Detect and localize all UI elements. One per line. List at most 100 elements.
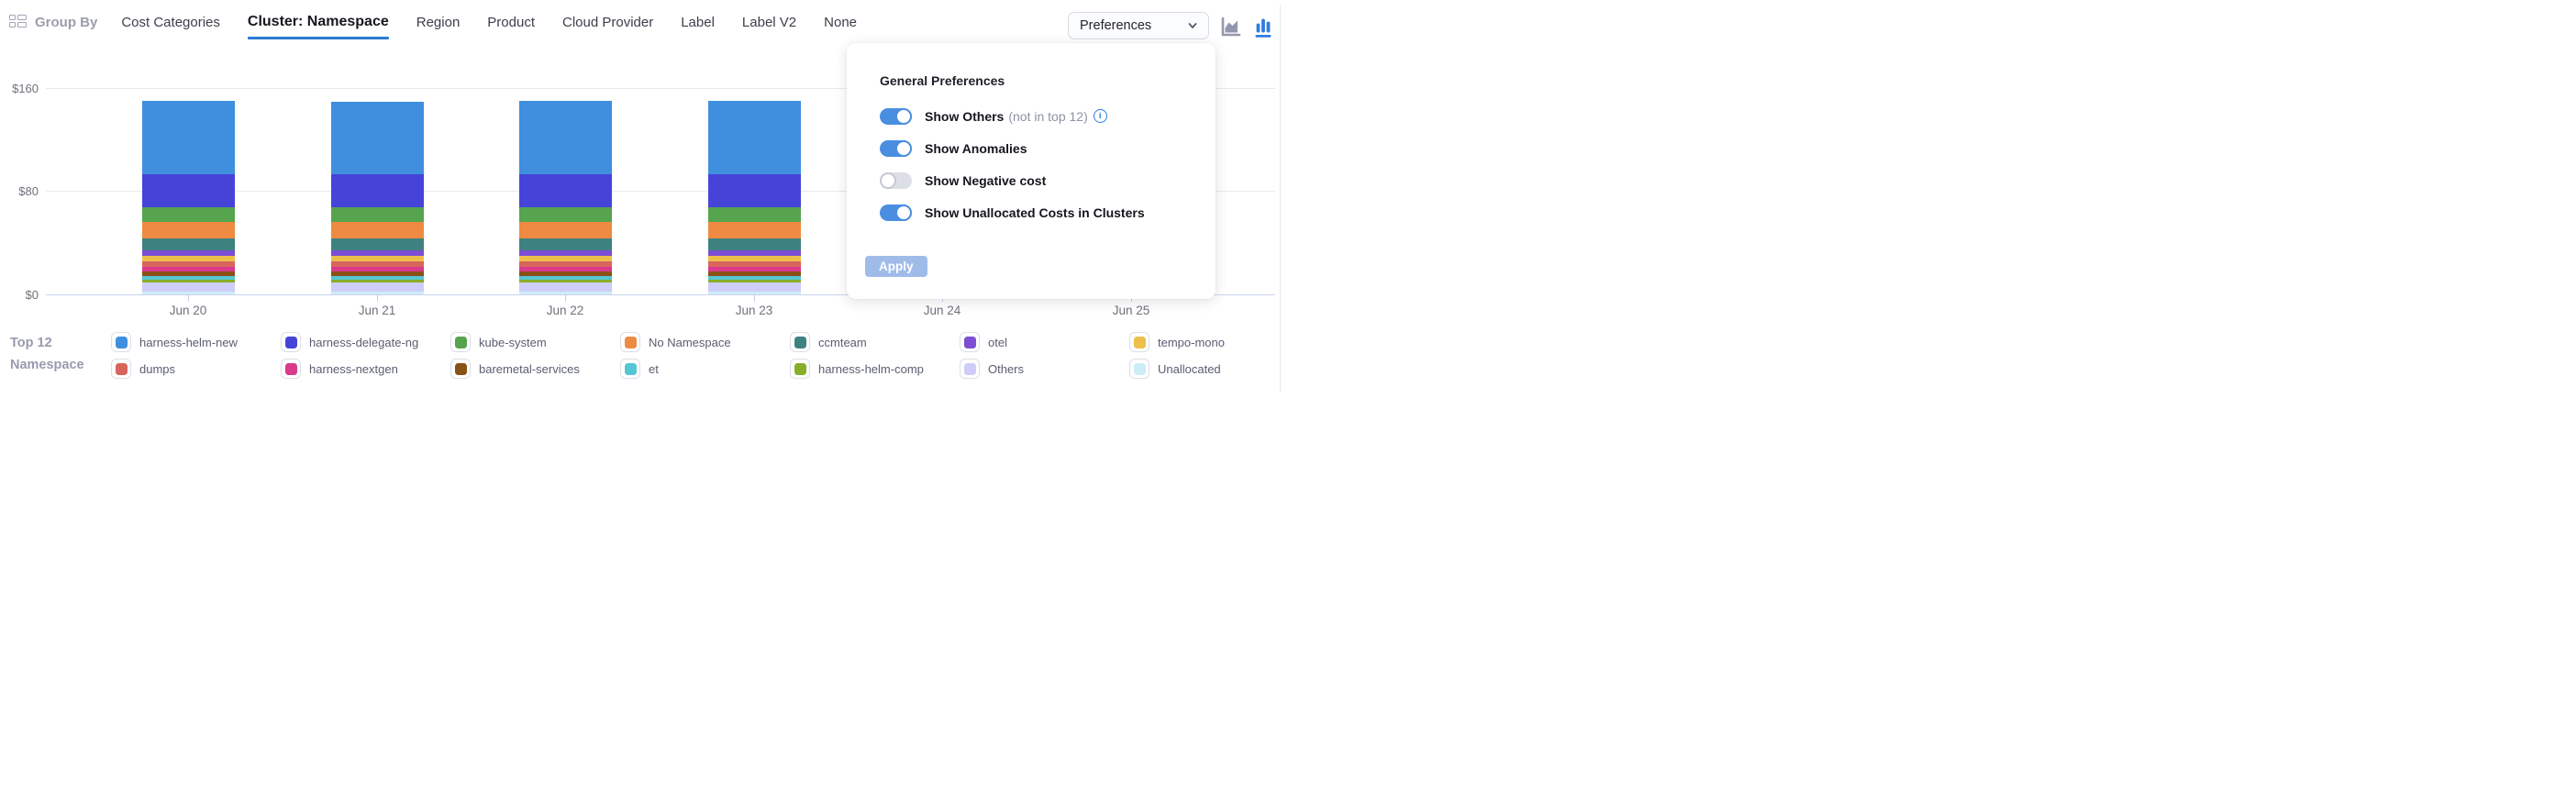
legend-item-dumps[interactable]: dumps (111, 359, 281, 379)
legend-label: Others (988, 361, 1025, 376)
preferences-panel-title: General Preferences (880, 73, 1005, 88)
legend-color-chip (620, 332, 640, 352)
legend-color-chip (1129, 359, 1149, 379)
bar-segment-otel (518, 250, 612, 257)
bar-segment-baremetal-services (141, 271, 235, 277)
tab-cluster-namespace[interactable]: Cluster: Namespace (247, 14, 389, 39)
legend-color-chip (281, 332, 301, 352)
tab-region[interactable]: Region (416, 14, 461, 30)
group-by-tabs: Cost Categories Cluster: Namespace Region P… (121, 14, 857, 39)
y-tick-label: $80 (18, 184, 39, 198)
preferences-dropdown-label: Preferences (1080, 18, 1152, 33)
bar-segment-ccmteam (518, 238, 612, 251)
legend-item-others[interactable]: Others (960, 359, 1129, 379)
bar-segment-harness-nextgen (141, 266, 235, 272)
info-icon[interactable]: i (1093, 109, 1107, 123)
legend-item-ccmteam[interactable]: ccmteam (790, 332, 960, 352)
toggle-label-suffix: (not in top 12) (1008, 108, 1088, 124)
tab-cloud-provider[interactable]: Cloud Provider (562, 14, 654, 30)
bar-segment-harness-helm-comp (330, 280, 424, 283)
tab-product[interactable]: Product (487, 14, 535, 30)
bar-segment-et (707, 276, 801, 281)
legend-item-baremetal-services[interactable]: baremetal-services (450, 359, 620, 379)
tab-label-v2[interactable]: Label V2 (741, 14, 797, 30)
bar-segment-unallocated (707, 291, 801, 294)
bar-segment-harness-helm-comp (518, 280, 612, 283)
tab-cost-categories[interactable]: Cost Categories (121, 14, 220, 30)
toggle-knob (895, 204, 912, 221)
bar-segment-kube-system (330, 206, 424, 223)
x-tick-label-jun-21: Jun 21 (358, 304, 396, 317)
legend-item-harness-helm-comp[interactable]: harness-helm-comp (790, 359, 960, 379)
bar-segment-tempo-mono (141, 256, 235, 262)
group-by-label-container: Group By (9, 15, 97, 30)
tab-none[interactable]: None (824, 14, 857, 30)
show-unallocated-costs-in-clusters-toggle[interactable] (880, 204, 912, 221)
bar-segment-harness-nextgen (518, 266, 612, 272)
bar-segment-et (141, 276, 235, 281)
legend-color-chip (1129, 332, 1149, 352)
legend-title-line2: Namespace (10, 358, 84, 372)
bar-segment-harness-delegate-ng (330, 174, 424, 207)
toggle-knob (895, 139, 912, 157)
legend-label: harness-helm-new (139, 335, 238, 349)
chart-type-switcher (1220, 16, 1274, 39)
legend-color-chip (620, 359, 640, 379)
bar-segment-kube-system (141, 206, 235, 223)
preferences-dropdown-button[interactable]: Preferences (1068, 12, 1209, 39)
legend-color-chip (281, 359, 301, 379)
legend-item-tempo-mono[interactable]: tempo-mono (1129, 332, 1299, 352)
bar-segment-no-namespace (330, 222, 424, 239)
bar-segment-harness-delegate-ng (141, 174, 235, 207)
legend-label: otel (988, 335, 1007, 349)
legend-label: Unallocated (1158, 361, 1221, 376)
legend-color-chip (960, 332, 980, 352)
legend-item-unallocated[interactable]: Unallocated (1129, 359, 1299, 379)
legend-item-kube-system[interactable]: kube-system (450, 332, 620, 352)
legend-item-harness-nextgen[interactable]: harness-nextgen (281, 359, 450, 379)
toggle-label: Show Negative cost (925, 172, 1047, 188)
legend-label: harness-helm-comp (818, 361, 924, 376)
bar-segment-otel (330, 250, 424, 257)
legend-item-otel[interactable]: otel (960, 332, 1129, 352)
apply-button[interactable]: Apply (865, 256, 927, 277)
x-tick-label-jun-23: Jun 23 (735, 304, 773, 317)
stacked-bar-chart (0, 88, 1288, 294)
show-others-toggle[interactable] (880, 107, 912, 125)
group-by-grid-icon (9, 15, 27, 29)
preferences-panel: General Preferences Show Others (not in t… (847, 43, 1216, 299)
tab-label[interactable]: Label (681, 14, 715, 30)
legend-color-chip (450, 332, 471, 352)
bar-segment-dumps (707, 261, 801, 267)
show-negative-cost-toggle[interactable] (880, 171, 912, 189)
legend-item-harness-helm-new[interactable]: harness-helm-new (111, 332, 281, 352)
legend-label: et (649, 361, 659, 376)
bar-segment-others (330, 282, 424, 292)
bar-segment-ccmteam (330, 238, 424, 251)
legend-item-harness-delegate-ng[interactable]: harness-delegate-ng (281, 332, 450, 352)
area-chart-icon[interactable] (1220, 16, 1242, 39)
bar-jun-23 (707, 101, 801, 294)
bar-segment-no-namespace (707, 222, 801, 239)
chevron-down-icon (1188, 23, 1197, 28)
preferences-toggle-list: Show Others (not in top 12) i Show Anomalie… (880, 100, 1216, 228)
bar-segment-dumps (330, 261, 424, 267)
legend-item-no-namespace[interactable]: No Namespace (620, 332, 790, 352)
bar-segment-baremetal-services (707, 271, 801, 277)
bar-chart-icon[interactable] (1252, 16, 1274, 39)
bar-segment-unallocated (518, 291, 612, 294)
legend-label: harness-nextgen (309, 361, 398, 376)
bar-segment-others (518, 282, 612, 292)
preference-row-show-others: Show Others (not in top 12) i (880, 100, 1216, 132)
bar-segment-others (707, 282, 801, 292)
x-tick-label-jun-24: Jun 24 (923, 304, 961, 317)
bar-jun-21 (330, 101, 424, 294)
x-axis-line (46, 294, 1275, 295)
bar-segment-tempo-mono (330, 256, 424, 262)
show-anomalies-toggle[interactable] (880, 139, 912, 157)
legend-color-chip (111, 332, 131, 352)
preference-row-show-unallocated-costs-in-clusters: Show Unallocated Costs in Clusters (880, 196, 1216, 228)
bar-segment-tempo-mono (707, 256, 801, 262)
legend-item-et[interactable]: et (620, 359, 790, 379)
x-tick-label-jun-25: Jun 25 (1112, 304, 1150, 317)
